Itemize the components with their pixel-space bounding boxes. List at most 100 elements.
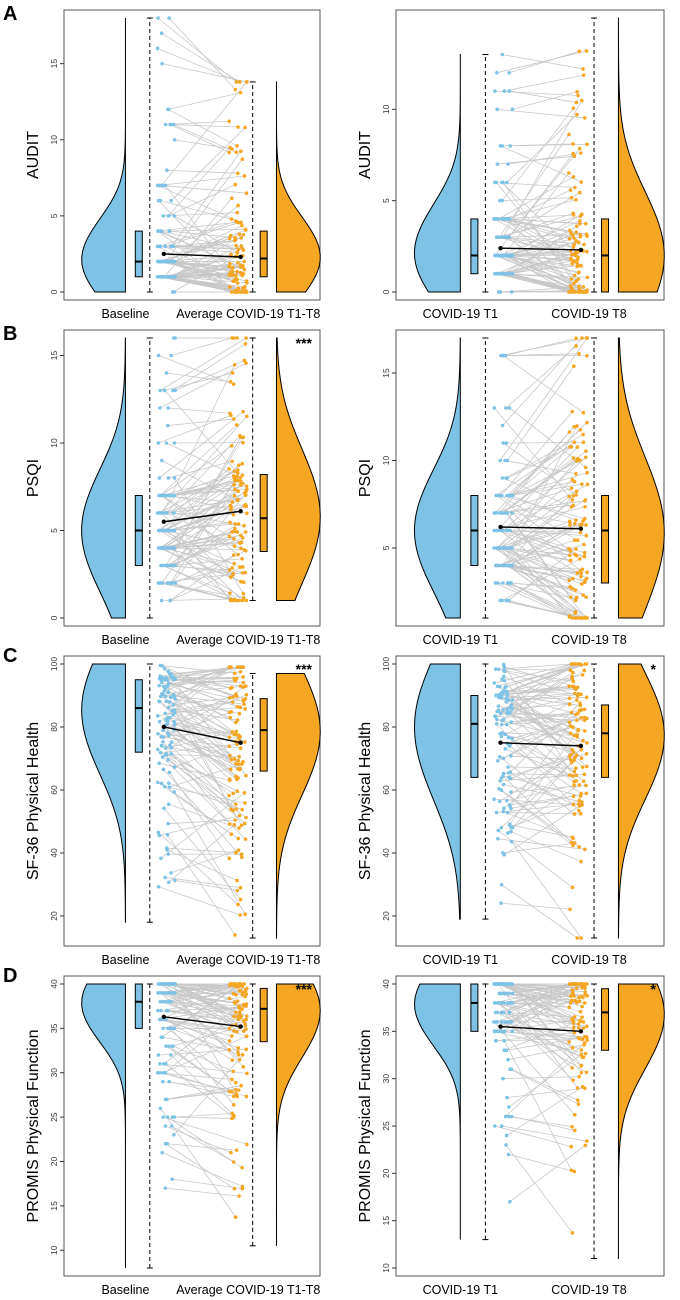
point-left: [499, 825, 504, 830]
point-left: [163, 1124, 168, 1128]
point-right: [239, 533, 243, 538]
point-right: [570, 1124, 574, 1129]
mean-point-right: [578, 743, 584, 749]
point-left: [503, 732, 508, 737]
point-left: [165, 678, 170, 682]
point-right: [244, 1017, 249, 1022]
point-right: [584, 764, 589, 769]
pair-line: [500, 220, 580, 256]
point-left: [498, 779, 502, 783]
point-left: [161, 1070, 166, 1075]
point-left: [163, 694, 168, 699]
pair-line: [500, 600, 586, 619]
point-right: [245, 414, 249, 419]
point-right: [241, 697, 246, 702]
point-left: [172, 476, 177, 480]
point-right: [234, 807, 239, 811]
point-right: [234, 729, 239, 734]
point-left: [155, 714, 160, 718]
point-right: [567, 696, 572, 701]
pair-line: [169, 547, 245, 551]
point-left: [494, 810, 499, 815]
point-left: [492, 528, 496, 533]
point-left: [503, 235, 508, 239]
point-right: [235, 281, 240, 285]
point-left: [496, 217, 501, 221]
y-axis-label: PSQI: [357, 459, 374, 497]
pair-line: [166, 849, 238, 881]
pair-line: [171, 983, 239, 1020]
violin-right: [617, 983, 665, 1259]
pair-line: [512, 91, 578, 110]
point-right: [572, 841, 577, 845]
pair-line: [512, 459, 581, 496]
pair-line: [167, 1028, 237, 1084]
point-right: [241, 665, 246, 669]
point-right: [581, 593, 586, 597]
point-right: [571, 245, 576, 249]
pair-line: [501, 760, 575, 828]
point-left: [503, 1114, 508, 1119]
point-left: [166, 757, 170, 762]
point-left: [497, 754, 502, 759]
pair-line: [497, 273, 571, 293]
point-right: [244, 279, 249, 283]
point-left: [162, 493, 166, 498]
point-left: [507, 711, 511, 715]
pair-line: [504, 670, 578, 697]
y-tick-label: 5: [381, 545, 391, 550]
pair-line: [173, 983, 237, 1094]
point-right: [236, 1052, 241, 1057]
point-right: [574, 224, 579, 228]
pair-line: [498, 710, 578, 738]
point-left: [157, 546, 162, 550]
point-left: [161, 546, 166, 550]
point-right: [231, 1069, 236, 1074]
pair-line: [503, 664, 574, 777]
pair-line: [501, 199, 576, 220]
point-left: [498, 144, 503, 148]
point-right: [583, 662, 588, 666]
point-right: [571, 1025, 576, 1030]
pair-line: [175, 676, 244, 680]
point-left: [502, 1020, 507, 1024]
point-right: [230, 1034, 234, 1038]
pair-line: [495, 255, 584, 293]
point-left: [165, 423, 170, 428]
point-right: [233, 288, 238, 293]
point-right: [577, 845, 581, 849]
point-left: [160, 1035, 165, 1040]
point-right: [230, 500, 235, 504]
point-right: [575, 445, 580, 449]
pair-line: [157, 221, 238, 232]
point-left: [160, 680, 164, 685]
point-right: [579, 571, 584, 576]
point-left: [158, 694, 163, 699]
pair-line: [504, 547, 577, 557]
point-left: [159, 259, 163, 264]
pair-line: [501, 789, 580, 848]
point-left: [163, 1186, 168, 1190]
violin-left: [413, 663, 461, 920]
pair-line: [510, 831, 582, 862]
point-right: [238, 885, 243, 890]
pair-line: [165, 701, 232, 761]
point-right: [578, 1019, 583, 1023]
point-right: [234, 273, 238, 278]
pair-line: [506, 114, 578, 183]
point-right: [228, 411, 232, 416]
point-right: [227, 793, 231, 798]
point-right: [574, 230, 579, 235]
point-right: [582, 580, 587, 585]
point-right: [572, 364, 576, 369]
pair-line: [162, 63, 247, 83]
pair-line: [160, 200, 232, 220]
pair-line: [499, 490, 577, 549]
point-right: [584, 1024, 589, 1029]
point-right: [585, 275, 590, 280]
point-right: [572, 758, 576, 763]
point-right: [228, 520, 232, 525]
box-right: [259, 474, 268, 552]
pair-line: [510, 754, 572, 779]
point-right: [235, 1030, 239, 1034]
